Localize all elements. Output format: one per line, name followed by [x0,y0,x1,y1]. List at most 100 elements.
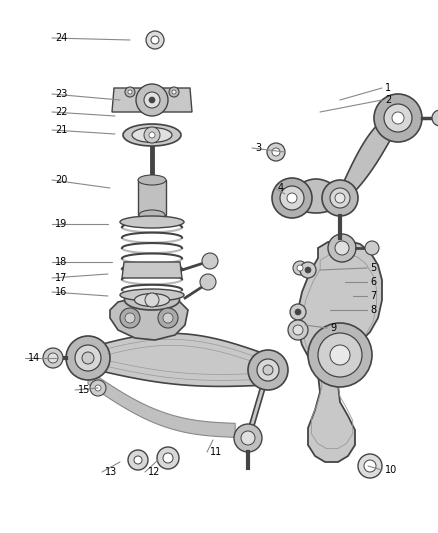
Polygon shape [292,179,340,213]
Text: 19: 19 [55,219,67,229]
Text: 7: 7 [370,291,376,301]
Ellipse shape [132,127,172,142]
Text: 8: 8 [370,305,376,315]
Circle shape [308,323,372,387]
Circle shape [149,132,155,138]
Text: 10: 10 [385,465,397,475]
Circle shape [287,193,297,203]
Text: 21: 21 [55,125,67,135]
Text: 24: 24 [55,33,67,43]
Text: 18: 18 [55,257,67,267]
Circle shape [241,431,255,445]
Ellipse shape [124,290,180,310]
Text: 15: 15 [78,385,90,395]
Circle shape [335,193,345,203]
Circle shape [358,454,382,478]
Circle shape [322,180,358,216]
Circle shape [305,267,311,273]
Circle shape [120,308,140,328]
Circle shape [280,186,304,210]
Circle shape [384,104,412,132]
Circle shape [293,325,303,335]
Circle shape [365,241,379,255]
Circle shape [145,293,159,307]
Text: 13: 13 [105,467,117,477]
Circle shape [330,345,350,365]
Ellipse shape [138,175,166,185]
Circle shape [144,92,160,108]
Circle shape [136,84,168,116]
Polygon shape [88,370,235,438]
Circle shape [364,460,376,472]
Circle shape [169,87,179,97]
Circle shape [202,253,218,269]
Circle shape [158,308,178,328]
Circle shape [300,262,316,278]
Circle shape [149,97,155,103]
Text: 4: 4 [278,183,284,193]
Circle shape [48,353,58,363]
Text: 3: 3 [255,143,261,153]
Text: 1: 1 [385,83,391,93]
Bar [138,180,166,215]
Circle shape [295,309,301,315]
Polygon shape [298,240,382,462]
Ellipse shape [123,124,181,146]
Circle shape [293,261,307,275]
Circle shape [125,87,135,97]
Circle shape [144,127,160,143]
Circle shape [263,365,273,375]
Ellipse shape [134,294,170,306]
Circle shape [328,234,356,262]
Circle shape [163,313,173,323]
Text: 5: 5 [370,263,376,273]
Circle shape [288,320,308,340]
Circle shape [82,352,94,364]
Circle shape [290,304,306,320]
Circle shape [146,31,164,49]
Text: 20: 20 [55,175,67,185]
Circle shape [128,450,148,470]
Text: 11: 11 [210,447,222,457]
Ellipse shape [120,216,184,228]
Polygon shape [88,333,268,386]
Circle shape [318,333,362,377]
Circle shape [172,90,176,94]
Circle shape [257,359,279,381]
Circle shape [234,424,262,452]
Ellipse shape [139,210,165,220]
Ellipse shape [120,289,184,301]
Circle shape [125,313,135,323]
Polygon shape [122,262,182,278]
Circle shape [75,345,101,371]
Circle shape [248,350,288,390]
Circle shape [163,453,173,463]
Circle shape [43,348,63,368]
Circle shape [272,148,280,156]
Text: 23: 23 [55,89,67,99]
Circle shape [151,36,159,44]
Circle shape [128,90,132,94]
Text: 14: 14 [28,353,40,363]
Circle shape [90,380,106,396]
Circle shape [267,143,285,161]
Polygon shape [112,88,192,112]
Text: 17: 17 [55,273,67,283]
Circle shape [66,336,110,380]
Circle shape [134,456,142,464]
Circle shape [95,385,101,391]
Text: 2: 2 [385,95,391,105]
Circle shape [157,447,179,469]
Circle shape [272,178,312,218]
Circle shape [297,265,303,271]
Circle shape [374,94,422,142]
Circle shape [392,112,404,124]
Text: 9: 9 [330,323,336,333]
Text: 22: 22 [55,107,67,117]
Polygon shape [248,362,268,446]
Circle shape [330,188,350,208]
Polygon shape [110,298,188,340]
Polygon shape [340,110,398,206]
Circle shape [200,274,216,290]
Circle shape [432,110,438,126]
